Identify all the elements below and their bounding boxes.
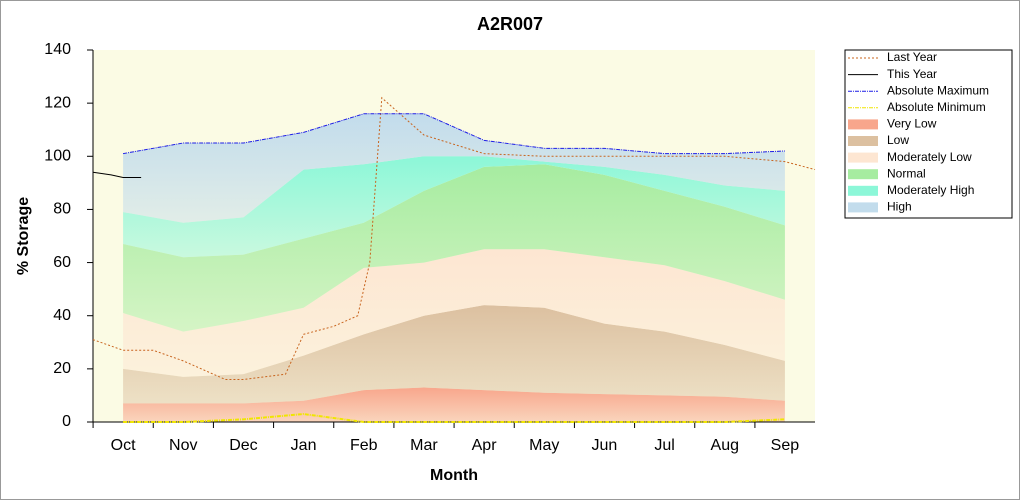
legend-swatch <box>848 202 878 213</box>
x-tick-label: May <box>529 437 559 454</box>
legend-label: Low <box>887 133 909 147</box>
band-area <box>123 113 785 223</box>
y-axis-label: % Storage <box>15 197 32 275</box>
legend-label: Last Year <box>887 50 937 64</box>
x-tick-label: Nov <box>169 437 197 454</box>
series-line <box>122 113 785 155</box>
y-tick-label: 20 <box>53 360 71 377</box>
x-tick-label: Dec <box>229 437 257 454</box>
band-area <box>123 156 785 258</box>
band-area <box>123 387 785 422</box>
y-tick-label: 40 <box>53 307 71 324</box>
legend-swatch <box>848 169 878 180</box>
legend-swatch <box>848 119 878 130</box>
x-tick-label: Aug <box>711 437 739 454</box>
chart-title: A2R007 <box>477 14 543 34</box>
legend-label: Absolute Minimum <box>887 100 986 114</box>
y-tick-label: 80 <box>53 201 71 218</box>
x-tick-label: Jun <box>592 437 618 454</box>
x-tick-label: Mar <box>410 437 438 454</box>
series-line <box>123 413 785 423</box>
y-tick-label: 140 <box>44 41 71 58</box>
legend-swatch <box>848 152 878 163</box>
band-area <box>123 249 785 377</box>
x-tick-label: Jan <box>291 437 317 454</box>
legend-label: Moderately High <box>887 183 974 197</box>
legend-label: Very Low <box>887 117 937 131</box>
y-tick-label: 60 <box>53 254 71 271</box>
series-line <box>92 171 142 179</box>
x-tick-label: Jul <box>654 437 674 454</box>
y-tick-label: 120 <box>44 94 71 111</box>
series-line <box>92 96 816 380</box>
y-tick-label: 0 <box>62 413 71 430</box>
x-tick-label: Feb <box>350 437 378 454</box>
band-area <box>123 164 785 332</box>
x-axis-label: Month <box>430 467 478 484</box>
legend-label: Absolute Maximum <box>887 83 989 97</box>
legend-swatch <box>848 185 878 196</box>
legend-label: This Year <box>887 67 937 81</box>
legend-label: Moderately Low <box>887 150 972 164</box>
legend-label: High <box>887 200 912 214</box>
x-tick-label: Oct <box>111 437 136 454</box>
band-area <box>123 305 785 404</box>
x-tick-label: Sep <box>771 437 800 454</box>
y-tick-label: 100 <box>44 148 71 165</box>
legend-label: Normal <box>887 166 926 180</box>
x-tick-label: Apr <box>472 437 498 454</box>
legend-swatch <box>848 136 878 146</box>
